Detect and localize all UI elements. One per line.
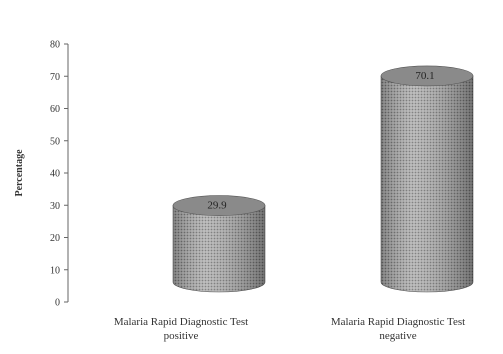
y-tick-label: 40	[50, 169, 60, 180]
y-tick-label: 80	[50, 40, 60, 51]
bar-shading	[173, 205, 265, 292]
y-tick-label: 50	[50, 136, 60, 147]
category-label: negative	[379, 330, 416, 342]
y-tick-label: 30	[50, 201, 60, 212]
category-label: Malaria Rapid Diagnostic Test	[331, 316, 465, 328]
y-tick-label: 70	[50, 72, 60, 83]
bars: 29.9 70.1	[172, 65, 474, 293]
bar-top	[172, 195, 266, 216]
bar-negative: 70.1	[380, 65, 474, 293]
bar-shading	[381, 75, 473, 293]
y-tick-label: 10	[50, 265, 60, 276]
data-label: 70.1	[415, 70, 434, 82]
y-tick-label: 0	[55, 298, 60, 309]
y-tick-label: 60	[50, 104, 60, 115]
y-axis-label: Percentage	[14, 149, 25, 197]
category-labels: Malaria Rapid Diagnostic Test positive Mal…	[114, 316, 465, 342]
y-axis: 0 10 20 30 40 50 60 70 80	[50, 40, 69, 309]
bar-positive: 29.9	[172, 195, 266, 293]
category-label: Malaria Rapid Diagnostic Test	[114, 316, 248, 328]
bar-top	[380, 65, 474, 87]
data-label: 29.9	[207, 200, 227, 212]
category-label: positive	[164, 330, 199, 342]
y-tick-label: 20	[50, 233, 60, 244]
